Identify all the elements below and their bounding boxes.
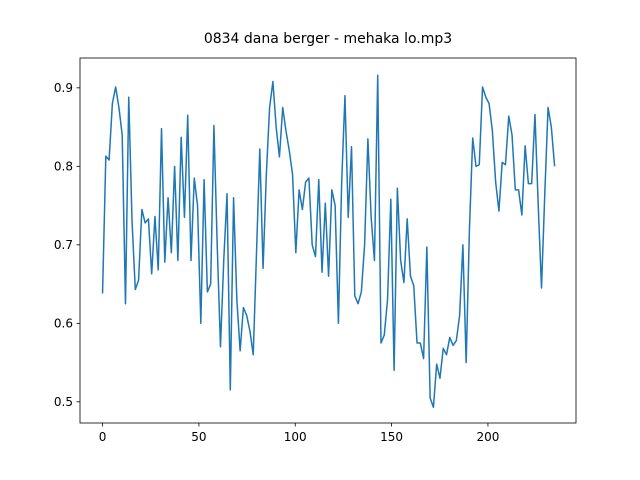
- chart-title: 0834 dana berger - mehaka lo.mp3: [204, 31, 452, 47]
- y-tick-label: 0.5: [54, 395, 73, 409]
- y-tick-label: 0.7: [54, 238, 73, 252]
- y-tick-label: 0.6: [54, 316, 73, 330]
- line-series: [101, 74, 556, 409]
- x-tick-label: 100: [284, 430, 307, 444]
- plot-frame: [79, 57, 577, 424]
- y-tick-label: 0.8: [54, 159, 73, 173]
- x-tick-label: 200: [476, 430, 499, 444]
- x-tick-label: 50: [191, 430, 206, 444]
- x-tick-label: 0: [99, 430, 107, 444]
- x-tick-label: 150: [380, 430, 403, 444]
- y-tick-label: 0.9: [54, 81, 73, 95]
